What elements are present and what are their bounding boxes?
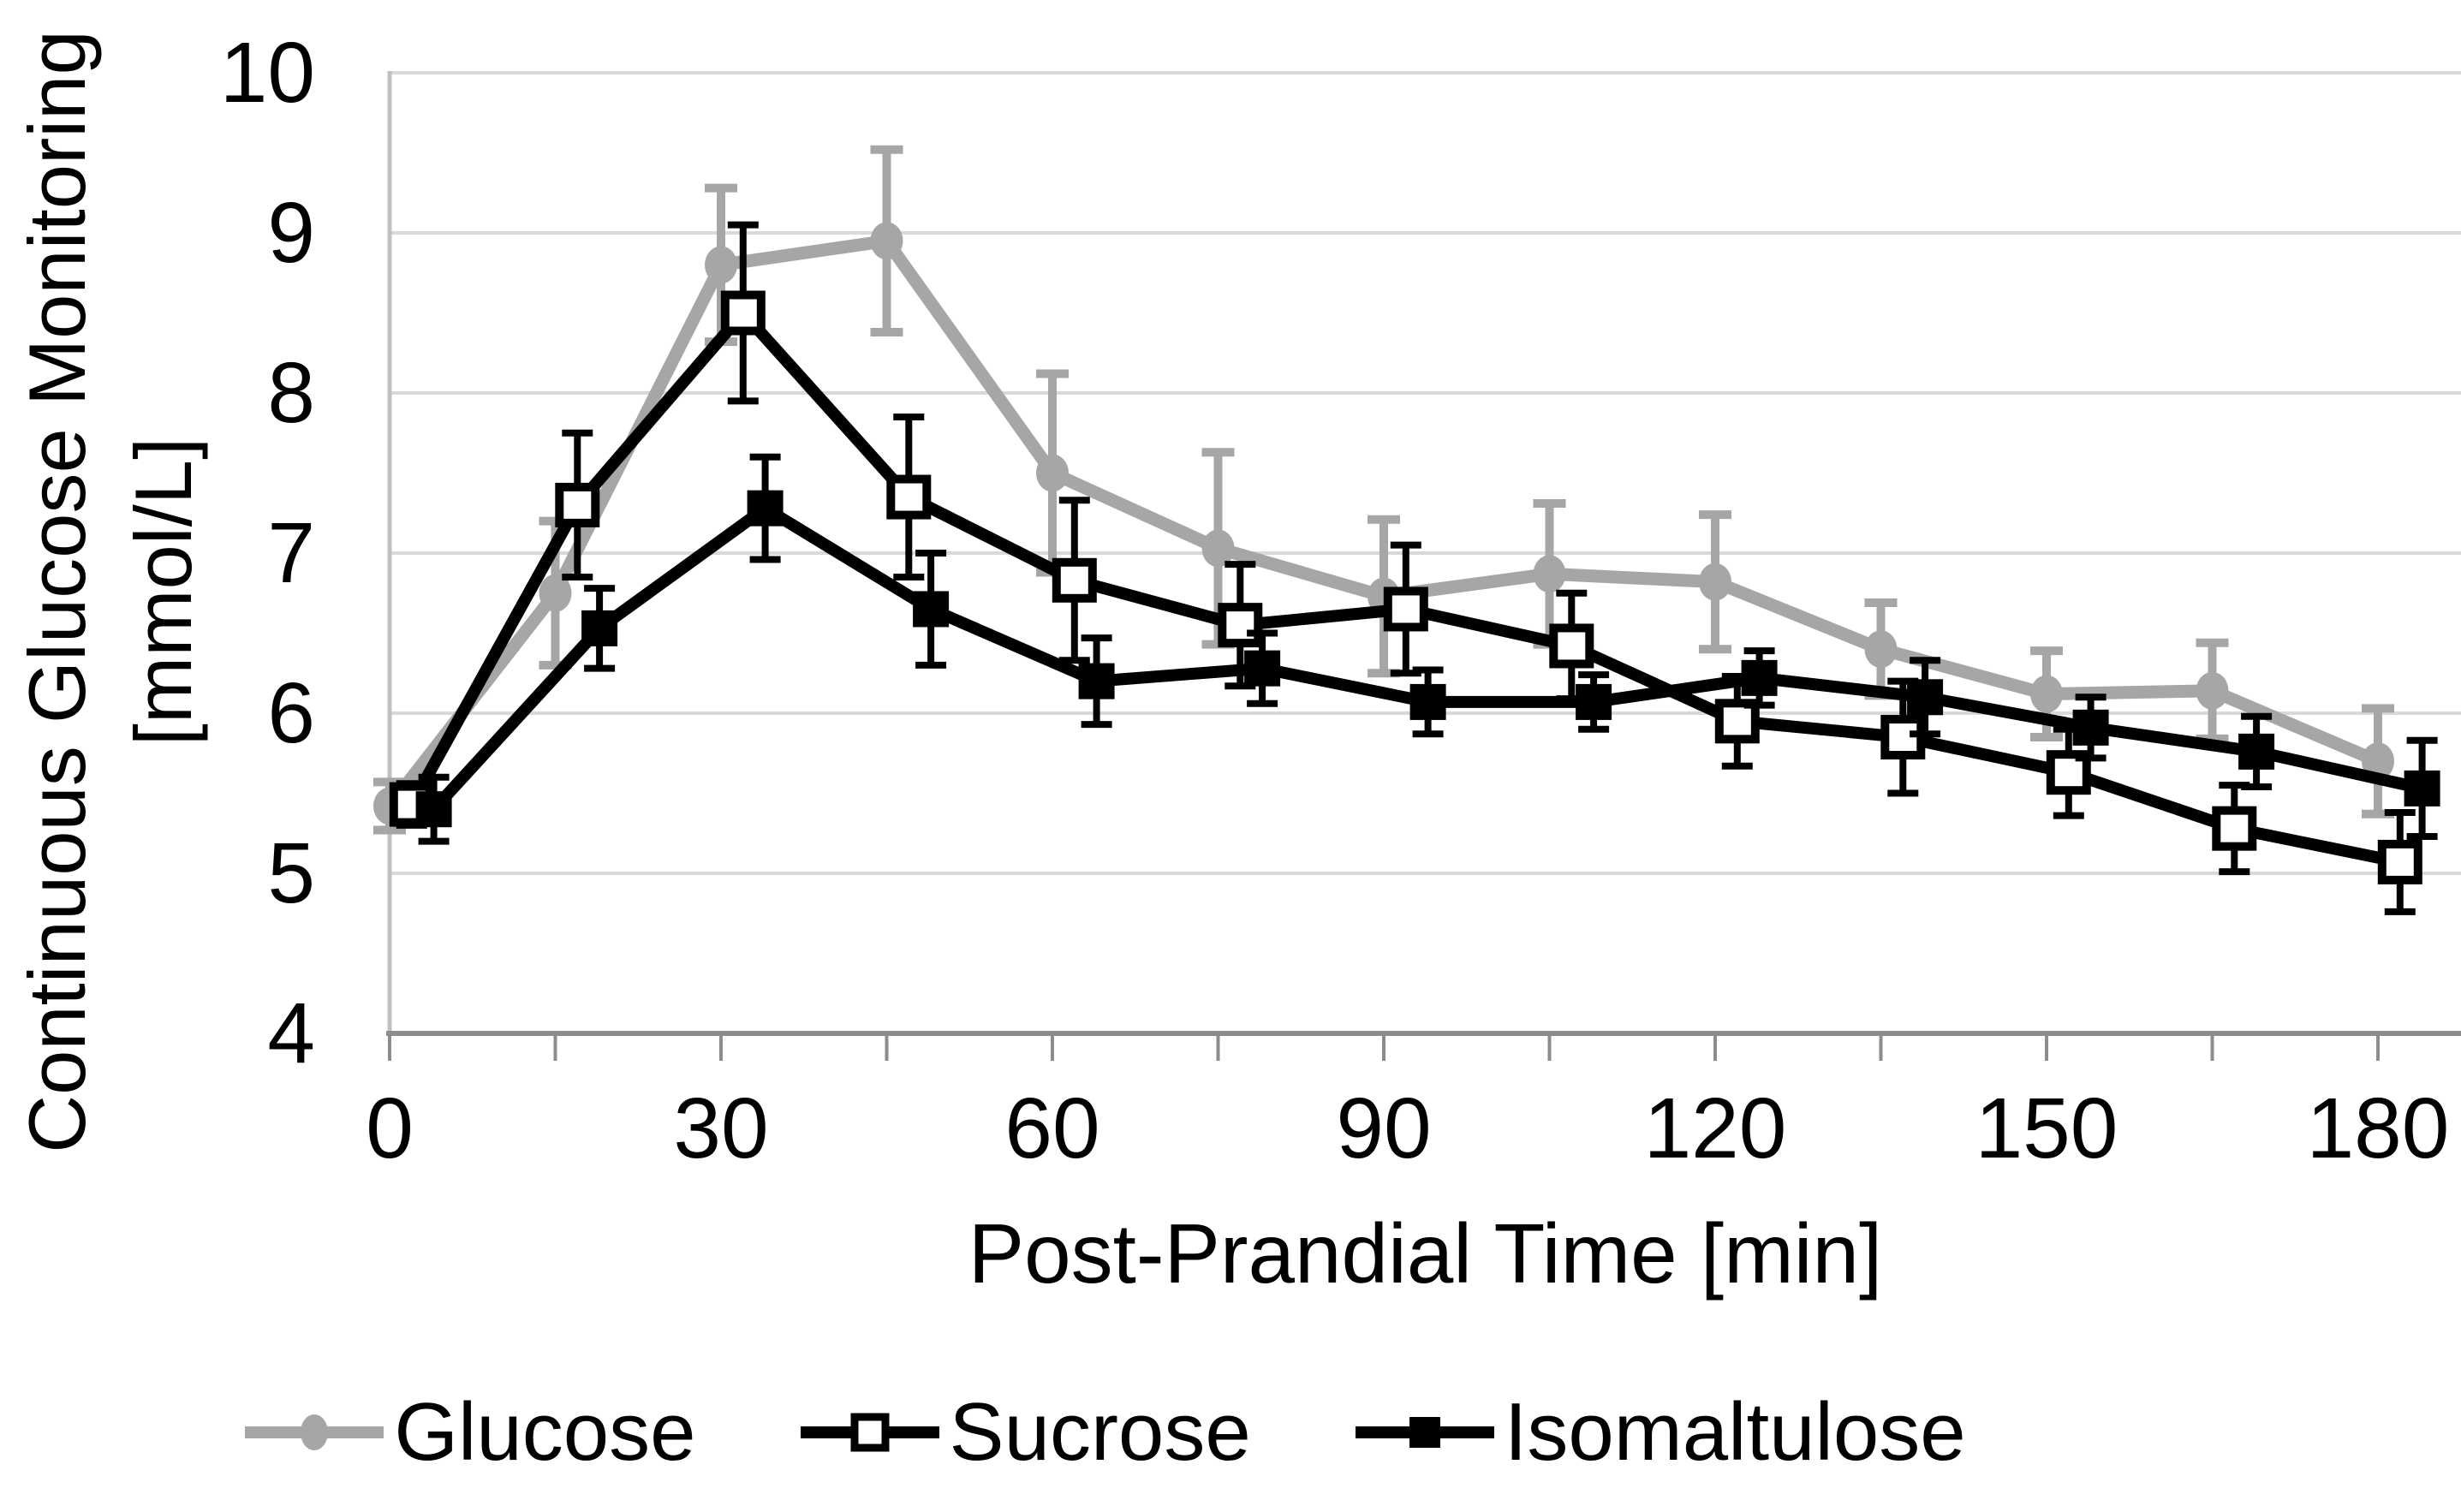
- isomaltulose-point-marker: [1244, 650, 1281, 687]
- sucrose-point-marker: [555, 482, 600, 527]
- sucrose-point-marker: [2377, 839, 2422, 884]
- isomaltulose-point-marker: [1907, 679, 1944, 716]
- isomaltulose-point-marker: [1409, 683, 1446, 720]
- y-tick-label: 4: [267, 985, 315, 1081]
- glucose-point-marker: [1533, 555, 1566, 593]
- isomaltulose-point-marker: [1576, 683, 1612, 720]
- y-tick-label: 5: [267, 825, 315, 921]
- glucose-point-marker: [1201, 529, 1235, 568]
- sucrose-series: [389, 221, 2422, 915]
- sucrose-point-marker: [1714, 699, 1760, 744]
- sucrose-point-marker: [720, 290, 766, 336]
- y-tick-label: 10: [220, 25, 315, 121]
- y-axis-title: Continuous Glucose Monitoring [mmol/L]: [4, 0, 218, 1277]
- legend: Glucose Sucrose Isomaltulose: [0, 1385, 2334, 1479]
- sucrose-point-marker: [1383, 586, 1428, 632]
- filled-square-marker-icon: [1409, 1417, 1440, 1448]
- circle-marker-icon: [301, 1414, 329, 1450]
- x-tick-label: 60: [1004, 1080, 1099, 1176]
- sucrose-point-marker: [2212, 806, 2257, 851]
- isomaltulose-point-marker: [747, 490, 784, 527]
- isomaltulose-point-marker: [913, 591, 950, 628]
- glucose-point-marker: [2196, 671, 2229, 710]
- isomaltulose-point-marker: [1078, 663, 1115, 699]
- isomaltulose-point-marker: [2072, 709, 2109, 746]
- glucose-point-marker: [2030, 675, 2063, 713]
- sucrose-point-marker: [1218, 603, 1263, 648]
- y-axis-title-line1: Continuous Glucose Monitoring: [12, 30, 102, 1153]
- isomaltulose-point-marker: [2238, 733, 2275, 770]
- sucrose-series-glyph-icon: [800, 1413, 939, 1452]
- glucose-point-marker: [705, 246, 737, 284]
- legend-label-glucose: Glucose: [394, 1386, 696, 1478]
- glucose-point-marker: [1036, 454, 1069, 492]
- legend-item-glucose: Glucose: [241, 1385, 696, 1479]
- sucrose-point-marker: [1052, 557, 1097, 603]
- x-axis-title: Post-Prandial Time [min]: [968, 1206, 1883, 1301]
- isomaltulose-series: [415, 453, 2440, 845]
- y-tick-label: 6: [267, 665, 315, 761]
- isomaltulose-point-marker: [2404, 770, 2440, 807]
- x-tick-label: 180: [2307, 1080, 2450, 1176]
- x-tick-label: 30: [673, 1080, 768, 1176]
- x-tick-label: 90: [1336, 1080, 1431, 1176]
- legend-item-sucrose: Sucrose: [797, 1385, 1251, 1479]
- sucrose-point-marker: [886, 474, 932, 520]
- isomaltulose-point-marker: [581, 610, 618, 646]
- x-tick-label: 120: [1644, 1080, 1787, 1176]
- y-tick-label: 8: [267, 345, 315, 441]
- glucose-point-marker: [870, 222, 903, 260]
- legend-label-sucrose: Sucrose: [949, 1386, 1251, 1478]
- legend-item-isomaltulose: Isomaltulose: [1352, 1385, 1966, 1479]
- x-tick-label: 150: [1975, 1080, 2118, 1176]
- open-square-marker-icon: [850, 1413, 890, 1452]
- y-tick-label: 7: [267, 505, 315, 601]
- glucose-point-marker: [539, 574, 572, 612]
- legend-label-isomaltulose: Isomaltulose: [1504, 1386, 1966, 1478]
- glucose-point-marker: [2362, 742, 2394, 781]
- isomaltulose-point-marker: [1741, 659, 1778, 696]
- glucose-point-marker: [1864, 630, 1898, 669]
- y-tick-label: 9: [267, 185, 315, 281]
- sucrose-point-marker: [1549, 623, 1594, 669]
- isomaltulose-point-marker: [415, 791, 452, 828]
- glucose-point-marker: [1699, 563, 1731, 601]
- glucose-series-glyph-icon: [245, 1414, 384, 1450]
- x-tick-label: 0: [366, 1080, 414, 1176]
- y-axis-title-line2: [mmol/L]: [118, 437, 209, 747]
- isomaltulose-series-glyph-icon: [1355, 1417, 1494, 1448]
